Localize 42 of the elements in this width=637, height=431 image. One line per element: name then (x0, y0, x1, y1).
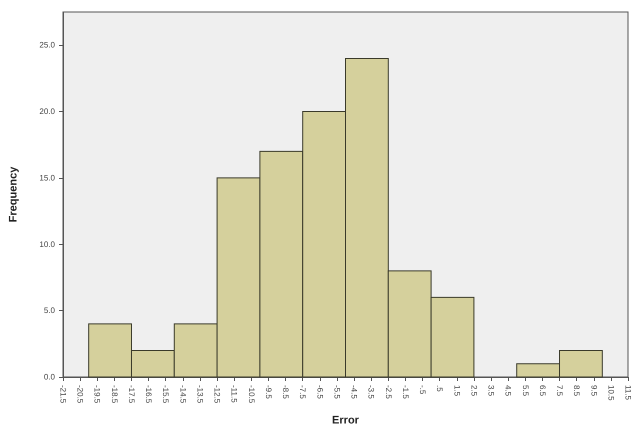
x-tick-label: -8.5 (281, 385, 290, 400)
x-tick-label: -2.5 (384, 385, 393, 400)
x-tick-label: -1.5 (400, 385, 410, 400)
x-tick-label: -9.5 (264, 385, 273, 400)
y-axis-title: Frequency (8, 166, 20, 222)
x-tick-label: -17.5 (126, 385, 136, 404)
x-tick-label: -13.5 (195, 385, 204, 404)
x-axis-title: Error (332, 414, 360, 426)
y-tick-label: 25.0 (39, 40, 56, 50)
x-tick-label: -3.5 (366, 385, 376, 400)
x-tick-label: -21.5 (58, 385, 68, 404)
x-tick-label: 4.5 (504, 385, 513, 397)
x-tick-label: -7.5 (298, 385, 308, 400)
x-tick-label: -6.5 (315, 385, 324, 400)
x-tick-label: 7.5 (555, 385, 564, 397)
x-tick-label: -5.5 (332, 385, 342, 400)
x-tick-label: -14.5 (178, 385, 188, 404)
x-tick-label: 1.5 (452, 385, 462, 397)
y-tick-label: 0.0 (44, 372, 56, 382)
x-tick-label: -10.5 (246, 385, 256, 404)
x-tick-label: -19.5 (92, 385, 102, 404)
x-tick-label: -.5 (418, 385, 428, 395)
x-tick-label: -15.5 (161, 385, 170, 404)
x-tick-label: 3.5 (486, 385, 496, 397)
y-tick-label: 5.0 (44, 306, 56, 316)
x-tick-label: 8.5 (572, 385, 582, 397)
x-tick-label: -11.5 (230, 385, 239, 404)
x-tick-label: -4.5 (350, 385, 359, 400)
x-tick-label: 10.5 (606, 385, 616, 402)
x-tick-label: .5 (435, 385, 444, 392)
x-tick-label: -16.5 (144, 385, 154, 404)
y-tick-label: 10.0 (39, 240, 56, 249)
x-tick-label: 6.5 (538, 385, 547, 397)
x-tick-label: 2.5 (469, 385, 478, 397)
y-tick-label: 15.0 (39, 173, 56, 182)
y-tick-label: 20.0 (39, 107, 56, 116)
x-tick-label: -12.5 (212, 385, 222, 404)
x-tick-label: 5.5 (520, 385, 530, 397)
x-tick-label: -18.5 (110, 385, 119, 404)
x-tick-label: 9.5 (589, 385, 598, 397)
x-tick-label: 11.5 (624, 385, 632, 401)
x-tick-label: -20.5 (76, 385, 85, 404)
